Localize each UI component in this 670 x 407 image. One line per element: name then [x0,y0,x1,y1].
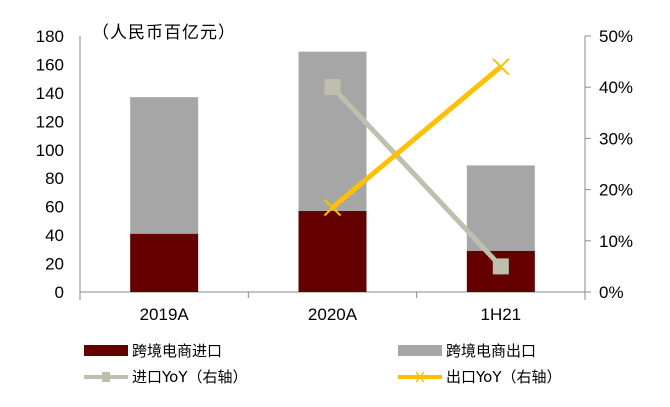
square-marker-icon [492,258,509,275]
legend-item-export-bar: 跨境电商出口 [398,340,536,361]
export-bar-swatch-icon [398,345,442,356]
legend-label: 进口YoY（右轴） [132,368,248,386]
x-marker-icon [323,198,342,217]
yoy-line [330,85,503,269]
left-axis-tick-label: 60 [45,198,64,217]
right-axis-tick-label: 20% [599,181,633,200]
legend-item-export-yoy: 出口YoY（右轴） [396,366,562,387]
x-axis-category-label: 2019A [140,305,190,324]
legend-label: 跨境电商出口 [446,342,537,360]
legend-item-import-yoy: 进口YoY（右轴） [82,366,248,387]
unit-label: （人民币百亿元） [92,23,236,43]
left-axis-tick-label: 80 [45,169,64,188]
chart-canvas: 0 20 40 60 80 100 120 140 160 180 0% 10% 20% 30% 40% 50… [36,27,633,324]
square-marker-line-icon [82,369,130,385]
bar-segment [298,51,367,211]
bar-segment [466,165,535,251]
x-marker-line-icon [396,369,444,385]
left-axis-tick-label: 120 [36,112,64,131]
left-axis-tick-label: 40 [45,226,64,245]
yoy-line [330,64,503,210]
legend-label: 跨境电商进口 [132,342,223,360]
bar-segment [130,97,199,234]
square-marker-icon [324,79,341,96]
x-axis-category-label: 1H21 [481,305,522,324]
right-axis-tick-label: 10% [599,232,633,251]
left-axis-tick-label: 160 [36,55,64,74]
legend-label: 出口YoY（右轴） [446,368,562,386]
bar-segment [298,210,367,292]
right-axis-tick-label: 0% [599,283,624,302]
right-axis-tick-label: 40% [599,78,633,97]
left-axis-tick-label: 180 [36,27,64,46]
left-axis-tick-label: 20 [45,255,64,274]
left-axis-tick-label: 0 [55,283,64,302]
right-axis-tick-label: 50% [599,27,633,46]
left-axis-tick-label: 100 [36,141,64,160]
bar-segment [130,233,199,292]
import-bar-swatch-icon [84,345,128,356]
left-axis-tick-label: 140 [36,84,64,103]
right-axis-tick-label: 30% [599,129,633,148]
x-axis-category-label: 2020A [308,305,358,324]
x-marker-icon [492,58,510,76]
legend-item-import-bar: 跨境电商进口 [84,340,222,361]
